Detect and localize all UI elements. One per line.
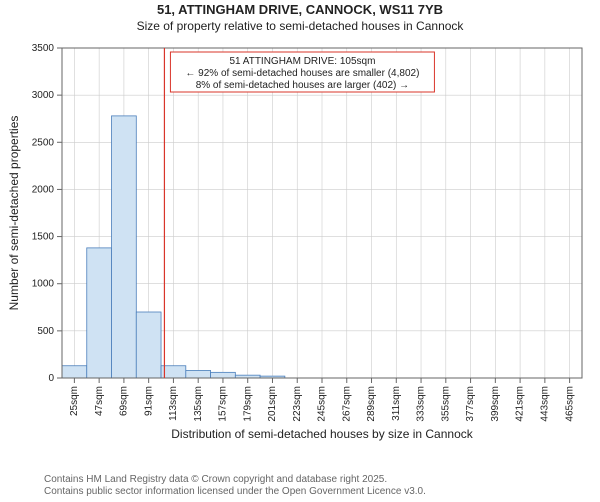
attribution-line: Contains HM Land Registry data © Crown c…: [44, 474, 426, 486]
svg-text:421sqm: 421sqm: [515, 386, 526, 422]
svg-text:333sqm: 333sqm: [416, 386, 427, 422]
svg-text:25sqm: 25sqm: [69, 386, 80, 416]
svg-text:113sqm: 113sqm: [168, 386, 179, 421]
page-subtitle: Size of property relative to semi-detach…: [0, 19, 600, 33]
svg-text:1000: 1000: [32, 279, 55, 290]
svg-text:47sqm: 47sqm: [94, 386, 105, 416]
svg-text:355sqm: 355sqm: [440, 386, 451, 422]
svg-text:1500: 1500: [32, 232, 55, 243]
svg-text:289sqm: 289sqm: [366, 386, 377, 422]
svg-text:0: 0: [48, 373, 54, 384]
page-title: 51, ATTINGHAM DRIVE, CANNOCK, WS11 7YB: [0, 2, 600, 18]
svg-text:69sqm: 69sqm: [119, 386, 130, 416]
svg-text:135sqm: 135sqm: [193, 386, 204, 422]
svg-text:245sqm: 245sqm: [317, 386, 328, 422]
svg-text:399sqm: 399sqm: [490, 386, 501, 422]
svg-text:3500: 3500: [32, 43, 55, 54]
svg-text:267sqm: 267sqm: [341, 386, 352, 422]
svg-text:3000: 3000: [32, 90, 55, 101]
svg-text:443sqm: 443sqm: [539, 386, 550, 422]
histogram-chart: 0 500 1000 1500 2000 2500 3000 3500 25sqm 47sqm 69…: [0, 38, 600, 458]
svg-text:179sqm: 179sqm: [242, 386, 253, 422]
svg-text:311sqm: 311sqm: [391, 386, 402, 421]
svg-text:465sqm: 465sqm: [564, 386, 575, 422]
svg-text:2500: 2500: [32, 137, 55, 148]
svg-text:2000: 2000: [32, 184, 55, 195]
attribution: Contains HM Land Registry data © Crown c…: [44, 474, 426, 498]
svg-text:8% of semi-detached houses are: 8% of semi-detached houses are larger (4…: [196, 80, 409, 91]
svg-text:← 92% of semi-detached houses: ← 92% of semi-detached houses are smalle…: [185, 68, 419, 79]
svg-text:377sqm: 377sqm: [465, 386, 476, 422]
svg-text:201sqm: 201sqm: [267, 386, 278, 422]
svg-text:51 ATTINGHAM DRIVE: 105sqm: 51 ATTINGHAM DRIVE: 105sqm: [229, 56, 375, 67]
svg-text:223sqm: 223sqm: [292, 386, 303, 422]
svg-text:500: 500: [37, 326, 54, 337]
svg-text:91sqm: 91sqm: [143, 386, 154, 416]
svg-text:Number of semi-detached proper: Number of semi-detached properties: [7, 116, 21, 311]
attribution-line: Contains public sector information licen…: [44, 486, 426, 498]
svg-text:157sqm: 157sqm: [218, 386, 229, 422]
svg-text:Distribution of semi-detached: Distribution of semi-detached houses by …: [171, 427, 473, 441]
